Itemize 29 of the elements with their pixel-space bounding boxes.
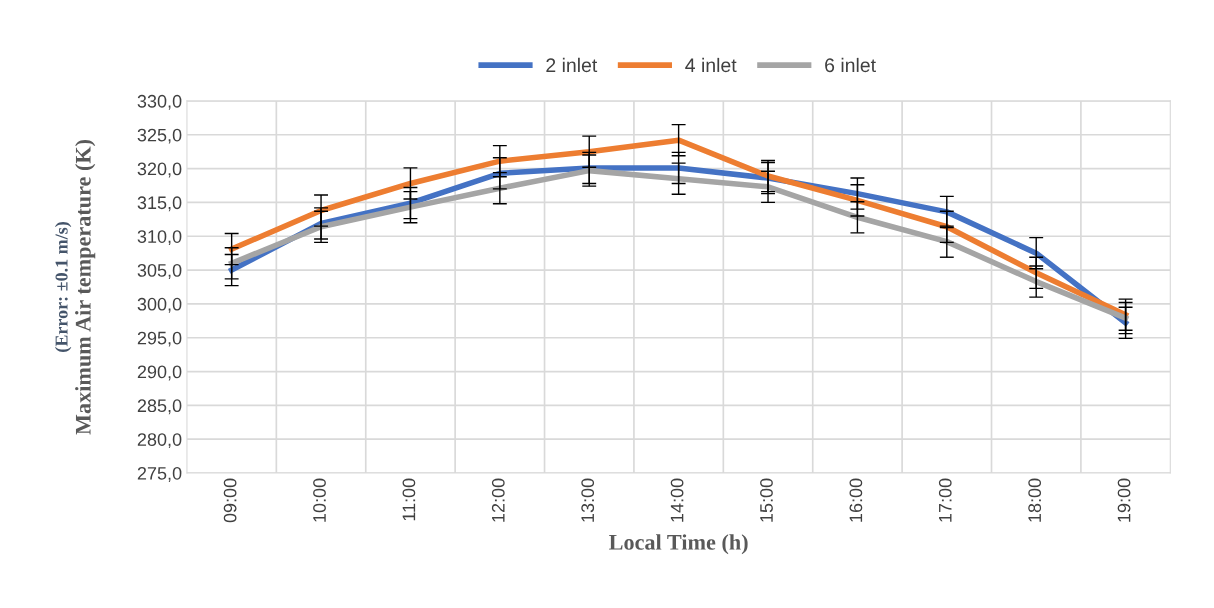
y-tick-label: 330,0: [137, 94, 182, 110]
x-tick-label: 09:00: [223, 478, 237, 523]
y-tick-label: 315,0: [137, 196, 182, 212]
y-tick-label: 300,0: [137, 297, 182, 313]
y-tick-label: 305,0: [137, 264, 182, 279]
y-tick-label: 320,0: [137, 162, 182, 178]
y-tick-label: 280,0: [137, 433, 182, 449]
x-axis-title: Local Time (h): [609, 534, 748, 555]
legend-label: 6 inlet: [825, 57, 876, 73]
x-tick-label: 17:00: [938, 478, 952, 522]
y-tick-label: 290,0: [137, 365, 182, 381]
y-tick-label: 310,0: [137, 230, 182, 246]
x-tick-label: 11:00: [402, 478, 416, 521]
y-tick-label: 275,0: [137, 466, 182, 482]
y-axis-title: Maximum Air temperature (K): [75, 139, 96, 435]
x-tick-label: 14:00: [670, 478, 684, 522]
y-tick-label: 325,0: [137, 128, 182, 144]
x-tick-label: 12:00: [491, 478, 505, 522]
y-tick-label: 285,0: [137, 399, 182, 415]
legend-label: 4 inlet: [685, 57, 737, 73]
x-tick-label: 10:00: [313, 478, 326, 522]
x-tick-label: 13:00: [581, 478, 595, 522]
y-tick-label: 295,0: [137, 331, 182, 347]
x-tick-label: 16:00: [849, 478, 863, 522]
x-tick-label: 15:00: [760, 478, 773, 522]
x-tick-label: 18:00: [1028, 478, 1042, 522]
x-tick-label: 19:00: [1117, 478, 1131, 522]
legend-label: 2 inlet: [546, 57, 598, 73]
text: (Error: ±0.1 m/s): [54, 222, 72, 352]
